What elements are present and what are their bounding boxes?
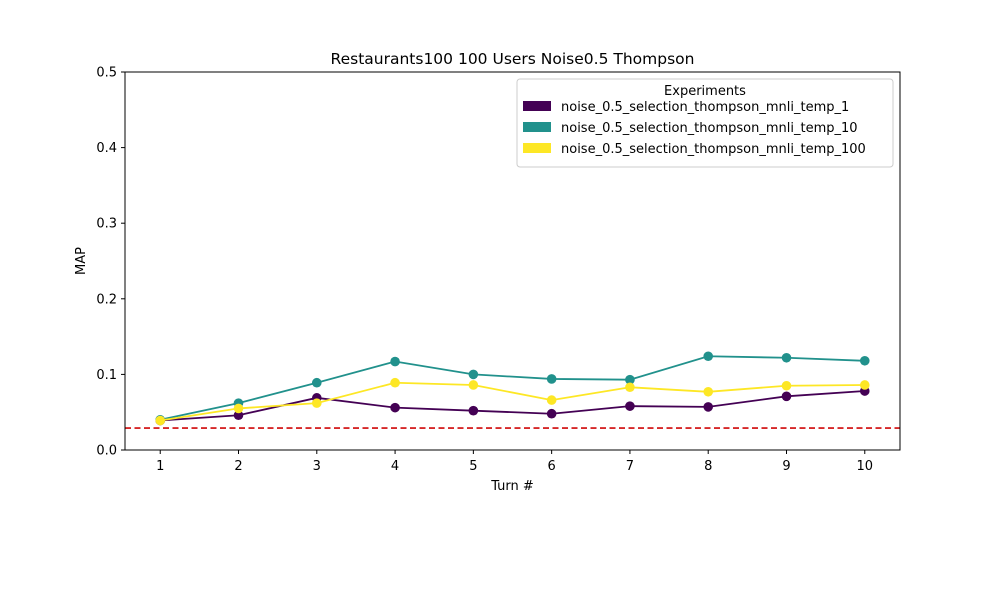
- data-point: [781, 391, 792, 402]
- data-point: [233, 403, 244, 414]
- legend-items: noise_0.5_selection_thompson_mnli_temp_1…: [523, 100, 866, 157]
- data-point: [546, 374, 557, 384]
- data-point: [390, 377, 400, 388]
- data-point: [546, 395, 557, 405]
- data-point: [468, 405, 479, 416]
- legend-label: noise_0.5_selection_thompson_mnli_temp_1: [561, 100, 849, 115]
- chart-title: Restaurants100 100 Users Noise0.5 Thomps…: [331, 50, 695, 68]
- data-point: [390, 402, 400, 413]
- y-tick-label: 0.0: [96, 444, 117, 459]
- x-tick-label: 8: [704, 459, 712, 474]
- data-point: [625, 401, 635, 411]
- x-tick-label: 2: [234, 459, 242, 474]
- y-axis-label: MAP: [74, 247, 89, 275]
- data-point: [625, 374, 635, 385]
- legend-label: noise_0.5_selection_thompson_mnli_temp_1…: [561, 121, 858, 136]
- x-tick-label: 1: [156, 459, 164, 474]
- legend: Experiments noise_0.5_selection_thompson…: [516, 78, 894, 168]
- y-tick-label: 0.3: [96, 217, 117, 232]
- legend-swatch: [523, 122, 551, 132]
- series-3: [155, 377, 870, 426]
- x-tick-label: 3: [313, 459, 321, 474]
- x-tick-label: 4: [391, 459, 399, 474]
- data-point: [859, 380, 870, 390]
- series-line: [160, 381, 865, 422]
- data-point: [311, 398, 322, 408]
- y-axis: 0.0 0.1 0.2 0.3 0.4 0.5: [96, 66, 125, 459]
- x-tick-label: 5: [469, 459, 477, 474]
- x-tick-label: 7: [626, 459, 634, 474]
- data-point: [155, 415, 166, 426]
- legend-box: [516, 78, 894, 168]
- data-point: [703, 386, 714, 397]
- x-axis-label: Turn #: [490, 479, 534, 494]
- y-tick-label: 0.2: [96, 292, 117, 307]
- y-tick-label: 0.1: [96, 368, 117, 383]
- data-point: [468, 369, 479, 380]
- legend-title: Experiments: [664, 84, 746, 99]
- data-point: [859, 355, 870, 366]
- legend-swatch: [523, 101, 551, 111]
- data-point: [233, 410, 244, 421]
- data-point: [703, 351, 714, 362]
- x-tick-label: 10: [856, 459, 873, 474]
- data-point: [781, 380, 792, 391]
- data-point: [625, 382, 635, 393]
- plot-area: [125, 351, 900, 429]
- data-point: [703, 402, 714, 412]
- legend-label: noise_0.5_selection_thompson_mnli_temp_1…: [561, 142, 866, 157]
- data-point: [311, 377, 322, 388]
- data-point: [781, 352, 792, 363]
- x-tick-label: 6: [548, 459, 556, 474]
- data-point: [390, 356, 400, 367]
- data-point: [546, 408, 557, 419]
- plot-frame: [124, 71, 901, 451]
- legend-swatch: [523, 143, 551, 153]
- y-tick-label: 0.5: [96, 66, 117, 81]
- x-tick-label: 9: [782, 459, 790, 474]
- series-line: [160, 355, 865, 421]
- y-tick-label: 0.4: [96, 141, 117, 156]
- x-axis: 1 2 3 4 5 6 7 8 9 10: [156, 450, 873, 474]
- data-point: [468, 380, 479, 390]
